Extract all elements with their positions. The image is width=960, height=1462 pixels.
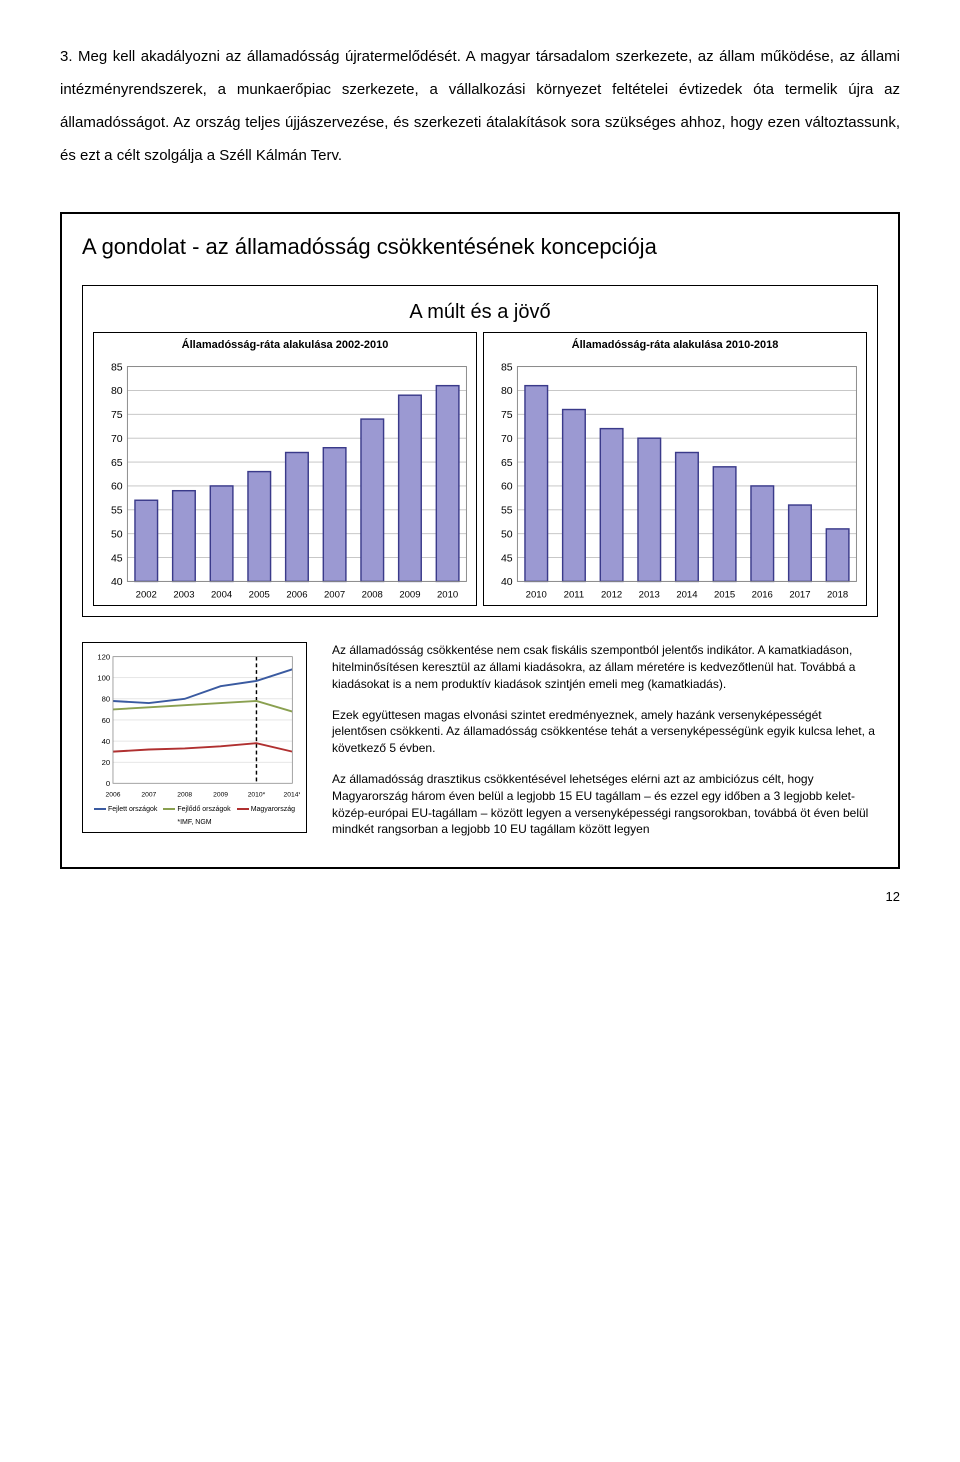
svg-text:70: 70: [111, 433, 123, 445]
svg-text:85: 85: [111, 361, 123, 373]
svg-text:2008: 2008: [362, 590, 383, 601]
svg-text:2012: 2012: [601, 590, 622, 601]
svg-text:2007: 2007: [141, 792, 156, 799]
svg-text:60: 60: [111, 481, 123, 493]
chart-right-title: Államadósság-ráta alakulása 2010-2018: [484, 333, 866, 357]
svg-text:2011: 2011: [564, 590, 585, 601]
svg-text:55: 55: [111, 505, 123, 517]
svg-text:2014*: 2014*: [284, 792, 300, 799]
legend-note: *IMF, NGM: [177, 819, 211, 826]
svg-text:2010: 2010: [526, 590, 547, 601]
svg-text:2002: 2002: [136, 590, 157, 601]
svg-text:65: 65: [111, 457, 123, 469]
svg-text:65: 65: [501, 457, 513, 469]
text-p3: Az államadósság drasztikus csökkentéséve…: [332, 771, 878, 838]
svg-text:45: 45: [111, 552, 123, 564]
svg-text:2017: 2017: [789, 590, 810, 601]
chart-left-title: Államadósság-ráta alakulása 2002-2010: [94, 333, 476, 357]
svg-text:0: 0: [106, 779, 110, 788]
svg-text:60: 60: [501, 481, 513, 493]
svg-text:50: 50: [501, 528, 513, 540]
svg-text:75: 75: [501, 409, 513, 421]
legend-item: Fejlődő országok: [163, 806, 230, 813]
svg-text:100: 100: [97, 674, 110, 683]
svg-text:2003: 2003: [173, 590, 194, 601]
legend-item: Fejlett országok: [94, 806, 157, 813]
svg-text:2010*: 2010*: [248, 792, 266, 799]
concept-box: A gondolat - az államadósság csökkentésé…: [60, 212, 900, 869]
svg-text:50: 50: [111, 528, 123, 540]
svg-text:40: 40: [111, 576, 123, 588]
charts-frame: A múlt és a jövő Államadósság-ráta alaku…: [82, 285, 878, 617]
svg-text:55: 55: [501, 505, 513, 517]
svg-text:20: 20: [102, 758, 111, 767]
svg-text:120: 120: [97, 653, 110, 662]
text-p2: Ezek együttesen magas elvonási szintet e…: [332, 707, 878, 757]
text-p1: Az államadósság csökkentése nem csak fis…: [332, 642, 878, 692]
svg-text:2006: 2006: [286, 590, 307, 601]
svg-text:75: 75: [111, 409, 123, 421]
chart-left: Államadósság-ráta alakulása 2002-2010 40…: [93, 332, 477, 606]
svg-text:2006: 2006: [106, 792, 121, 799]
svg-text:2013: 2013: [639, 590, 660, 601]
svg-text:70: 70: [501, 433, 513, 445]
svg-text:80: 80: [102, 695, 111, 704]
page-number: 12: [60, 889, 900, 904]
chart-right: Államadósság-ráta alakulása 2010-2018 40…: [483, 332, 867, 606]
svg-text:2009: 2009: [213, 792, 228, 799]
svg-text:2009: 2009: [399, 590, 420, 601]
charts-main-title: A múlt és a jövő: [93, 301, 867, 324]
explanatory-text: Az államadósság csökkentése nem csak fis…: [332, 642, 878, 852]
svg-text:2010: 2010: [437, 590, 458, 601]
svg-text:2015: 2015: [714, 590, 735, 601]
svg-text:40: 40: [501, 576, 513, 588]
svg-text:45: 45: [501, 552, 513, 564]
svg-text:80: 80: [111, 385, 123, 397]
svg-text:2014: 2014: [676, 590, 698, 601]
svg-text:2004: 2004: [211, 590, 233, 601]
legend-item: Magyarország: [237, 806, 295, 813]
svg-text:85: 85: [501, 361, 513, 373]
svg-text:2005: 2005: [249, 590, 270, 601]
svg-text:80: 80: [501, 385, 513, 397]
svg-text:2016: 2016: [752, 590, 773, 601]
svg-text:2018: 2018: [827, 590, 848, 601]
intro-paragraph: 3. Meg kell akadályozni az államadósság …: [60, 40, 900, 172]
svg-text:2008: 2008: [177, 792, 192, 799]
mini-chart: 0 20 40 60 80 100 120 2006 2007 2008 2009 2010* 2014…: [82, 642, 307, 832]
svg-text:2007: 2007: [324, 590, 345, 601]
svg-text:40: 40: [102, 737, 111, 746]
svg-text:60: 60: [102, 716, 111, 725]
concept-title: A gondolat - az államadósság csökkentésé…: [82, 234, 878, 260]
